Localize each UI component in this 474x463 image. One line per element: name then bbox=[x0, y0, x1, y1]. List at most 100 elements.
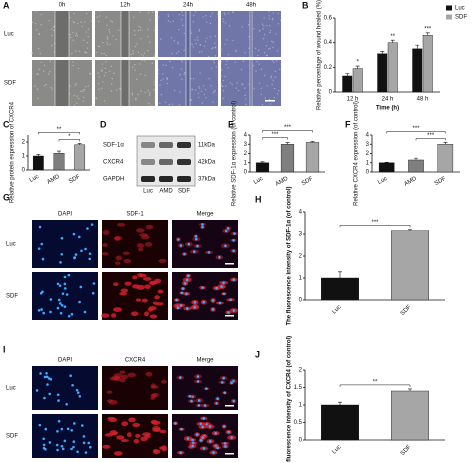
cell-texture bbox=[177, 43, 179, 45]
nucleus bbox=[73, 256, 77, 259]
bar bbox=[377, 53, 388, 93]
cell-texture bbox=[222, 85, 224, 88]
nucleus bbox=[177, 238, 180, 241]
micrograph bbox=[32, 414, 98, 458]
cell-texture bbox=[85, 31, 88, 33]
nucleus bbox=[201, 425, 204, 429]
cell-texture bbox=[210, 85, 212, 87]
cell bbox=[159, 429, 167, 434]
wound-gap bbox=[55, 60, 69, 106]
cell-texture bbox=[75, 102, 78, 104]
cell-texture bbox=[212, 59, 215, 62]
nucleus bbox=[232, 249, 235, 253]
nucleus bbox=[233, 232, 236, 235]
nucleus bbox=[55, 443, 59, 447]
cell-texture bbox=[35, 10, 38, 12]
cell-texture bbox=[235, 49, 237, 52]
cell-texture bbox=[101, 87, 103, 90]
cell-texture bbox=[141, 59, 144, 62]
bar bbox=[305, 142, 320, 173]
cell bbox=[120, 288, 129, 293]
cell-texture bbox=[50, 86, 52, 89]
cell-texture bbox=[270, 77, 272, 79]
x-tick-label: Luc bbox=[29, 174, 40, 184]
nucleus bbox=[72, 440, 76, 444]
nucleus bbox=[44, 427, 48, 431]
cell-texture bbox=[167, 15, 170, 18]
nucleus bbox=[207, 251, 211, 254]
nucleus bbox=[229, 298, 232, 302]
cell-texture bbox=[225, 85, 227, 87]
scale-bar bbox=[225, 263, 234, 265]
significance: ** bbox=[57, 127, 62, 133]
nucleus bbox=[186, 307, 189, 310]
cell-texture bbox=[181, 78, 183, 80]
nucleus bbox=[60, 236, 64, 240]
cell-texture bbox=[170, 37, 173, 39]
cell-texture bbox=[183, 49, 185, 52]
y-tick-label: 2 bbox=[299, 254, 303, 260]
cell-texture bbox=[76, 35, 79, 37]
y-tick-label: 0 bbox=[22, 168, 26, 174]
y-tick-label: 3 bbox=[366, 142, 370, 148]
cell bbox=[113, 373, 123, 378]
blot-band bbox=[141, 159, 155, 165]
cell-texture bbox=[242, 60, 245, 63]
significance: *** bbox=[371, 220, 379, 226]
nucleus bbox=[70, 428, 74, 432]
cell bbox=[149, 314, 158, 319]
cell bbox=[120, 374, 129, 380]
column-header: 12h bbox=[120, 3, 130, 9]
cell-texture bbox=[106, 41, 108, 43]
cell-texture bbox=[105, 54, 107, 57]
nucleus bbox=[72, 232, 76, 236]
nucleus bbox=[45, 371, 48, 375]
nucleus bbox=[183, 282, 187, 285]
wound-gap bbox=[250, 11, 252, 57]
cell-texture bbox=[271, 40, 273, 42]
cell bbox=[138, 247, 144, 252]
cell-texture bbox=[40, 23, 42, 26]
x-tick-label: AMD bbox=[46, 174, 61, 186]
cell-texture bbox=[252, 65, 255, 67]
cell-texture bbox=[240, 68, 243, 71]
cell-texture bbox=[147, 49, 149, 52]
nucleus bbox=[42, 443, 46, 447]
cell-texture bbox=[222, 90, 225, 92]
cell-texture bbox=[271, 84, 273, 86]
nucleus bbox=[222, 292, 226, 296]
cell-texture bbox=[86, 41, 89, 44]
band-size: 11kDa bbox=[198, 143, 216, 149]
cell-texture bbox=[214, 46, 217, 48]
cell-texture bbox=[97, 20, 100, 23]
cell bbox=[128, 417, 136, 423]
cell-texture bbox=[83, 96, 85, 99]
x-tick-label: 48 h bbox=[417, 97, 429, 103]
cell-texture bbox=[106, 38, 109, 40]
cell-texture bbox=[136, 78, 138, 81]
nucleus bbox=[196, 244, 199, 248]
cell-texture bbox=[194, 11, 197, 13]
cell-texture bbox=[266, 85, 268, 87]
cell-texture bbox=[71, 52, 73, 55]
nucleus bbox=[78, 395, 82, 398]
cell-texture bbox=[266, 24, 268, 27]
nucleus bbox=[222, 425, 226, 428]
x-tick-label: AMD bbox=[403, 176, 418, 188]
nucleus bbox=[56, 448, 59, 452]
nucleus bbox=[80, 424, 84, 427]
x-tick-label: AMD bbox=[275, 176, 290, 188]
significance-bracket bbox=[58, 139, 80, 142]
nucleus bbox=[188, 394, 192, 398]
nucleus bbox=[216, 446, 219, 450]
cell-texture bbox=[112, 35, 114, 37]
cell-texture bbox=[197, 92, 200, 94]
blot-band bbox=[177, 159, 191, 165]
nucleus bbox=[179, 376, 182, 379]
cell-texture bbox=[137, 51, 140, 54]
cell-texture bbox=[269, 29, 272, 32]
cell-texture bbox=[169, 60, 171, 63]
cell-texture bbox=[86, 52, 88, 54]
cell-texture bbox=[47, 73, 50, 75]
cell-texture bbox=[197, 36, 199, 39]
